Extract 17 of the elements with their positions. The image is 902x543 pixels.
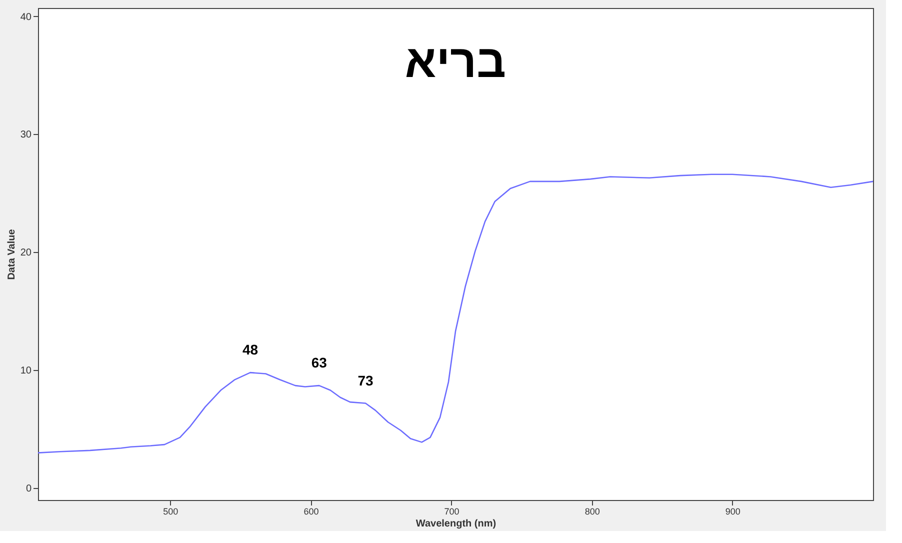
x-tick-label: 500 <box>163 506 178 516</box>
y-tick-label: 0 <box>26 484 32 495</box>
x-tick-label: 800 <box>584 506 600 516</box>
y-tick-label: 40 <box>20 12 32 23</box>
x-tick-label: 600 <box>304 506 319 516</box>
x-axis-title: Wavelength (nm) <box>416 518 496 530</box>
y-tick-label: 20 <box>20 248 32 259</box>
x-tick-label: 700 <box>444 506 460 516</box>
annotation: 48 <box>242 342 258 358</box>
text: בריא <box>404 35 506 87</box>
line-series <box>37 174 874 454</box>
y-axis-title: Data Value <box>6 228 18 280</box>
x-tick-label: 900 <box>725 506 740 516</box>
y-tick-label: 10 <box>20 366 32 377</box>
annotation: 73 <box>358 372 374 388</box>
y-tick-label: 30 <box>20 130 32 141</box>
annotation: 63 <box>311 354 328 371</box>
